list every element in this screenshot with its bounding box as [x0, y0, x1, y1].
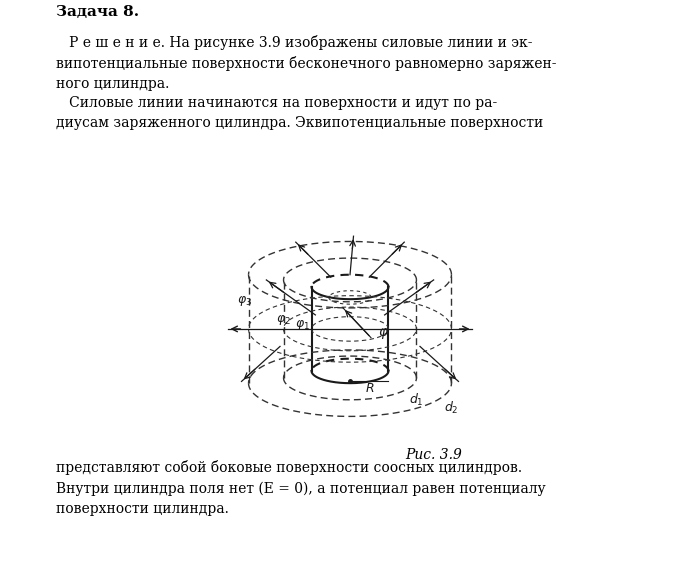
- Text: Задача 8.: Задача 8.: [56, 5, 139, 19]
- Text: $\varphi_1$: $\varphi_1$: [295, 318, 310, 332]
- Text: $R$: $R$: [365, 382, 375, 395]
- Text: Р е ш е н и е. На рисунке 3.9 изображены силовые линии и эк-
випотенциальные пов: Р е ш е н и е. На рисунке 3.9 изображены…: [56, 35, 556, 130]
- Text: $\varphi$: $\varphi$: [378, 326, 389, 341]
- Text: Рис. 3.9: Рис. 3.9: [405, 448, 463, 462]
- Text: $\varphi_3$: $\varphi_3$: [237, 293, 252, 308]
- Text: $d_1$: $d_1$: [410, 391, 424, 408]
- Text: представляют собой боковые поверхности соосных цилиндров.
Внутри цилиндра поля н: представляют собой боковые поверхности с…: [56, 460, 545, 515]
- Text: $d_2$: $d_2$: [444, 400, 458, 416]
- Text: $\varphi_2$: $\varphi_2$: [276, 313, 290, 327]
